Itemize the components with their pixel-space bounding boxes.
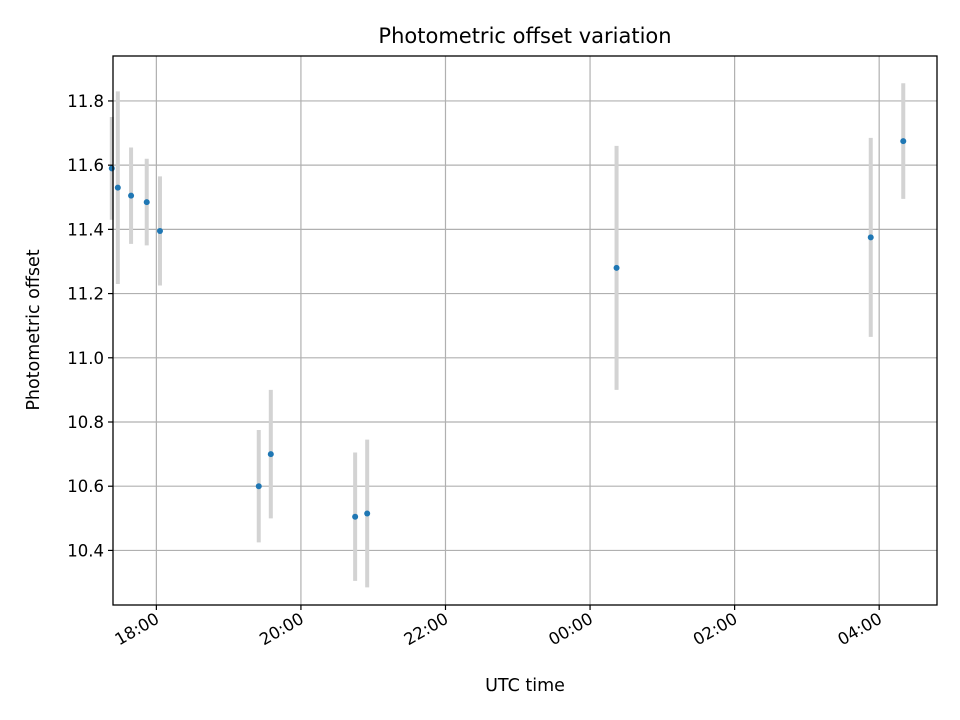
data-point: [364, 510, 371, 517]
x-axis-ticks: 18:00 20:00 22:00 00:00 02:00 04:00: [112, 605, 885, 649]
y-tick-label: 11.0: [67, 349, 104, 368]
x-axis-label: UTC time: [485, 676, 565, 696]
data-point: [108, 165, 115, 172]
grid-lines: [113, 56, 937, 605]
y-tick-label: 11.6: [67, 156, 104, 175]
x-tick-label: 22:00: [401, 609, 452, 649]
y-tick-label: 11.4: [67, 220, 104, 239]
data-point: [114, 184, 121, 191]
x-tick-label: 00:00: [545, 609, 596, 649]
y-tick-label: 11.8: [67, 92, 104, 111]
data-point: [900, 138, 907, 145]
data-point: [867, 234, 874, 241]
data-point: [613, 264, 620, 271]
data-point: [267, 451, 274, 458]
y-tick-label: 10.8: [67, 413, 104, 432]
x-tick-label: 20:00: [256, 609, 307, 649]
y-axis-label: Photometric offset: [24, 249, 44, 410]
data-point: [156, 227, 163, 234]
data-point: [128, 192, 135, 199]
x-tick-label: 04:00: [834, 609, 885, 649]
x-tick-label: 02:00: [690, 609, 741, 649]
y-axis-ticks: 10.4 10.6 10.8 11.0 11.2 11.4 11.6 11.8: [67, 92, 113, 560]
x-tick-label: 18:00: [112, 609, 163, 649]
y-tick-label: 10.6: [67, 477, 104, 496]
y-tick-label: 11.2: [67, 285, 104, 304]
error-bars: [109, 83, 906, 588]
y-tick-label: 10.4: [67, 541, 104, 560]
data-point: [255, 483, 262, 490]
plot-frame: [112, 55, 938, 606]
chart-title: Photometric offset variation: [378, 24, 671, 48]
data-point: [143, 199, 150, 206]
data-point: [352, 513, 359, 520]
data-points: [108, 138, 907, 520]
